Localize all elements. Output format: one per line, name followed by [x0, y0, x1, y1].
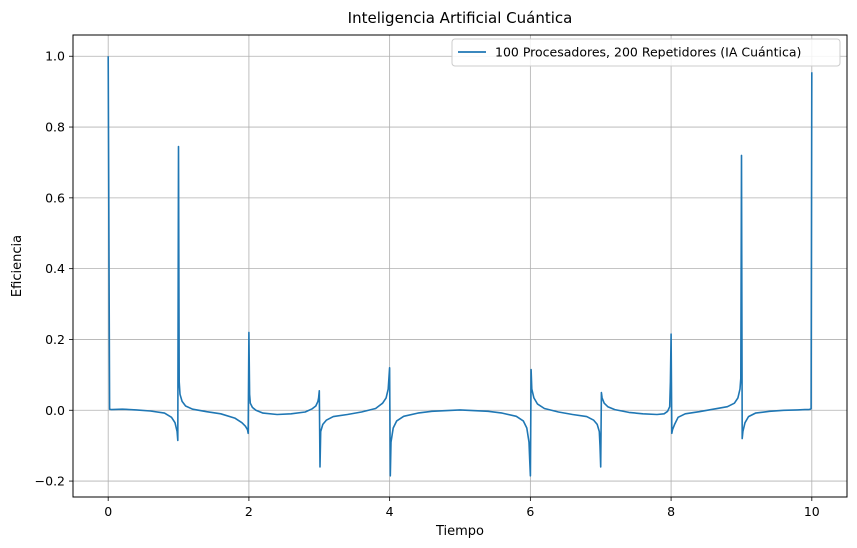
y-tick-label: 1.0	[45, 49, 65, 64]
series-line	[107, 56, 813, 477]
legend: 100 Procesadores, 200 Repetidores (IA Cu…	[451, 38, 841, 67]
x-tick-label: 6	[526, 504, 534, 519]
x-tick-label: 4	[386, 504, 394, 519]
x-axis-label: Tiempo	[435, 524, 484, 539]
y-axis: −0.2 0.0 0.2 0.4 0.6 0.8 1.0	[35, 49, 73, 489]
legend-box	[451, 38, 841, 67]
y-tick-label: −0.2	[35, 474, 65, 489]
y-tick-label: 0.2	[45, 332, 65, 347]
chart-title: Inteligencia Artificial Cuántica	[348, 9, 573, 27]
plot-frame	[72, 34, 848, 498]
y-tick-label: 0.0	[45, 403, 65, 418]
y-tick-label: 0.4	[45, 261, 65, 276]
x-axis: 0 2 4 6 8 10	[104, 497, 820, 519]
x-tick-label: 0	[104, 504, 112, 519]
x-tick-label: 10	[804, 504, 820, 519]
y-tick-label: 0.8	[45, 120, 65, 135]
x-tick-label: 8	[667, 504, 675, 519]
series-layer	[107, 56, 813, 477]
y-tick-label: 0.6	[45, 190, 65, 205]
x-tick-label: 2	[245, 504, 253, 519]
legend-label: 100 Procesadores, 200 Repetidores (IA Cu…	[495, 45, 801, 60]
y-axis-label: Eficiencia	[10, 235, 25, 297]
